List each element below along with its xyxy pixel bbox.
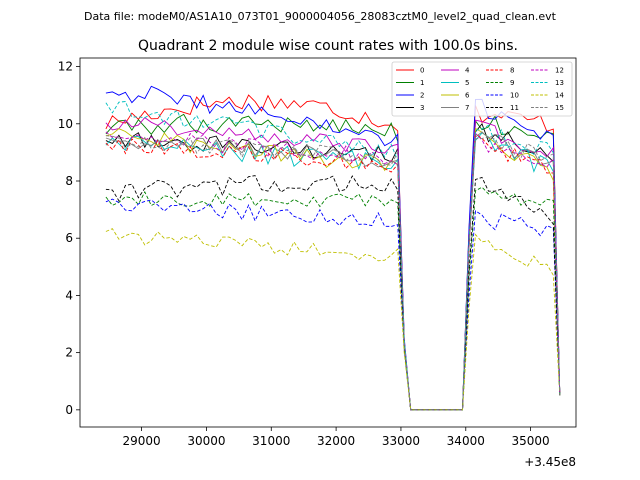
x-axis: 29000 30000 31000 32000 33000 34000 35000 — [123, 427, 550, 448]
x-tick-label: 33000 — [382, 434, 420, 448]
x-tick-label: 35000 — [512, 434, 550, 448]
plot-frame — [79, 57, 577, 428]
legend-label-4: 4 — [465, 67, 470, 75]
x-offset-label: +3.45e8 — [524, 455, 576, 469]
legend-label-2: 2 — [420, 92, 424, 100]
series-line-14 — [105, 228, 561, 411]
series-line-0 — [105, 94, 561, 411]
legend-label-5: 5 — [465, 79, 469, 87]
chart-title: Quadrant 2 module wise count rates with … — [138, 38, 518, 54]
legend-label-3: 3 — [420, 104, 424, 112]
series-layer — [105, 85, 561, 411]
series-line-7 — [105, 131, 561, 411]
legend-label-12: 12 — [555, 67, 564, 75]
series-line-13 — [105, 101, 561, 411]
series-line-4 — [105, 116, 561, 411]
x-tick-label: 29000 — [123, 434, 161, 448]
x-tick-label: 31000 — [252, 434, 290, 448]
legend-label-0: 0 — [420, 67, 424, 75]
legend-label-1: 1 — [420, 79, 424, 87]
series-line-8 — [105, 133, 561, 411]
legend-label-7: 7 — [465, 104, 469, 112]
y-tick-label: 10 — [58, 117, 73, 131]
x-tick-label: 32000 — [317, 434, 355, 448]
legend-label-14: 14 — [555, 92, 564, 100]
x-tick-label: 30000 — [187, 434, 225, 448]
legend-label-6: 6 — [465, 92, 470, 100]
y-tick-label: 8 — [65, 174, 73, 188]
legend-label-11: 11 — [510, 104, 519, 112]
y-tick-label: 6 — [65, 231, 73, 245]
legend-label-15: 15 — [555, 104, 564, 112]
figure-suptitle: Data file: modeM0/AS1A10_073T01_90000040… — [84, 10, 557, 23]
series-line-10 — [105, 198, 561, 411]
y-tick-label: 2 — [65, 346, 73, 360]
series-line-11 — [105, 175, 561, 411]
legend-box — [391, 61, 573, 117]
y-tick-label: 0 — [65, 403, 73, 417]
legend-label-13: 13 — [555, 79, 564, 87]
x-tick-label: 34000 — [447, 434, 485, 448]
legend-label-8: 8 — [510, 67, 514, 75]
y-tick-label: 4 — [65, 288, 73, 302]
series-line-15 — [105, 135, 561, 411]
legend-label-10: 10 — [510, 92, 519, 100]
y-tick-label: 12 — [58, 60, 73, 74]
legend-label-9: 9 — [510, 79, 514, 87]
series-line-9 — [105, 186, 561, 411]
y-axis: 0 2 4 6 8 10 12 — [58, 60, 80, 417]
